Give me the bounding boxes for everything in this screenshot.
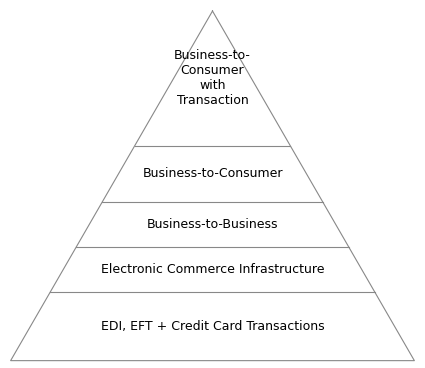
Text: Business-to-Business: Business-to-Business	[147, 218, 278, 231]
Polygon shape	[11, 11, 414, 361]
Text: Business-to-Consumer: Business-to-Consumer	[142, 167, 283, 180]
Text: Electronic Commerce Infrastructure: Electronic Commerce Infrastructure	[101, 263, 324, 276]
Text: EDI, EFT + Credit Card Transactions: EDI, EFT + Credit Card Transactions	[101, 320, 324, 333]
Text: Business-to-
Consumer
with
Transaction: Business-to- Consumer with Transaction	[174, 49, 251, 107]
